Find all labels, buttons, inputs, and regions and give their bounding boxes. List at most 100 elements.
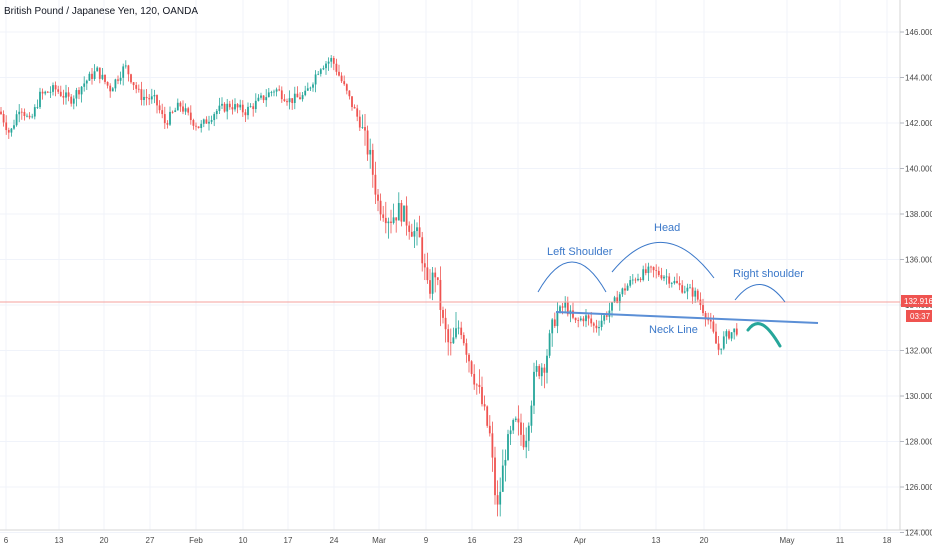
candle-body <box>657 270 660 276</box>
candle-body <box>639 278 642 280</box>
candle-body <box>296 93 299 98</box>
candle-body <box>377 194 379 201</box>
left-shoulder-label: Left Shoulder <box>547 246 613 258</box>
candle-body <box>491 433 494 458</box>
candle-body <box>722 336 725 349</box>
candle-body <box>364 127 366 131</box>
candle-body <box>223 103 226 112</box>
candle-body <box>481 386 483 405</box>
y-tick-label: 124.000 <box>905 529 932 538</box>
candle-body <box>197 126 200 129</box>
candle-body <box>514 418 517 421</box>
head-arc[interactable] <box>611 241 715 279</box>
candle-body <box>681 285 684 293</box>
candle-body <box>507 434 509 460</box>
x-tick-label: Feb <box>189 536 203 545</box>
candle-body <box>210 120 213 122</box>
candle-body <box>712 321 715 332</box>
candle-body <box>390 221 392 223</box>
candle-body <box>10 128 13 133</box>
x-tick-label: 18 <box>883 536 892 545</box>
candle-body <box>356 108 359 117</box>
candle-body <box>28 115 31 118</box>
candle-body <box>642 269 645 280</box>
candle-body <box>101 74 104 79</box>
candle-body <box>655 270 658 271</box>
candle-body <box>527 425 530 441</box>
candle-body <box>340 75 343 82</box>
candle-body <box>317 73 320 75</box>
candle-body <box>301 95 304 100</box>
candle-body <box>205 119 208 124</box>
candle-body <box>75 90 78 99</box>
candle-body <box>335 63 338 72</box>
candle-body <box>200 123 203 129</box>
candle-body <box>67 92 70 97</box>
candle-body <box>416 227 418 232</box>
candle-body <box>273 91 275 93</box>
candle-body <box>709 319 712 322</box>
countdown-tag <box>906 310 932 322</box>
candle-body <box>410 231 413 237</box>
candle-body <box>384 217 387 224</box>
neckline[interactable] <box>555 311 819 324</box>
candle-body <box>691 287 694 297</box>
candle-body <box>278 89 281 91</box>
candle-body <box>611 301 613 311</box>
candle-body <box>182 106 184 112</box>
y-tick-label: 138.000 <box>905 210 932 219</box>
candle-body <box>551 319 554 334</box>
candle-body <box>215 110 218 115</box>
candle-body <box>150 96 153 100</box>
candle-body <box>117 79 119 81</box>
candle-body <box>5 122 8 131</box>
candle-body <box>91 73 93 79</box>
candle-body <box>366 130 369 155</box>
current-price-text: 132.916 <box>904 297 932 306</box>
candle-body <box>228 103 231 108</box>
candle-body <box>678 283 681 286</box>
candle-body <box>371 149 374 175</box>
candle-body <box>265 97 268 101</box>
candle-body <box>533 371 535 406</box>
candle-body <box>397 202 400 221</box>
candle-body <box>309 87 312 89</box>
candle-body <box>374 174 377 195</box>
candle-body <box>267 92 270 98</box>
candle-body <box>23 111 26 116</box>
candle-body <box>504 459 507 466</box>
candle-body <box>72 98 75 104</box>
price-axis: 124.000126.000128.000130.000132.000134.0… <box>900 28 932 538</box>
candle-body <box>475 384 478 386</box>
candle-body <box>408 225 411 232</box>
y-tick-label: 142.000 <box>905 119 932 128</box>
candle-body <box>590 318 593 324</box>
candle-body <box>83 83 86 87</box>
candle-body <box>462 335 465 344</box>
candle-body <box>135 85 138 89</box>
candle-body <box>509 430 512 435</box>
candle-body <box>163 114 166 124</box>
left-shoulder-arc[interactable] <box>537 261 607 293</box>
candle-body <box>208 121 210 124</box>
projection-curve[interactable] <box>746 322 782 348</box>
candle-body <box>325 63 327 69</box>
candle-body <box>88 73 91 81</box>
y-tick-label: 126.000 <box>905 483 932 492</box>
candle-body <box>382 214 385 218</box>
candle-body <box>369 149 372 155</box>
candle-body <box>283 99 286 102</box>
candle-body <box>111 88 114 92</box>
candle-body <box>582 318 585 322</box>
candle-body <box>522 434 525 448</box>
candle-body <box>663 276 665 279</box>
x-tick-label: May <box>779 536 794 545</box>
candle-body <box>338 71 340 76</box>
candle-body <box>127 65 130 75</box>
candle-body <box>585 315 587 322</box>
right-shoulder-arc[interactable] <box>734 284 786 303</box>
candlestick-series <box>0 55 738 517</box>
candle-body <box>36 107 39 108</box>
candle-body <box>683 291 686 293</box>
candle-body <box>668 276 671 284</box>
